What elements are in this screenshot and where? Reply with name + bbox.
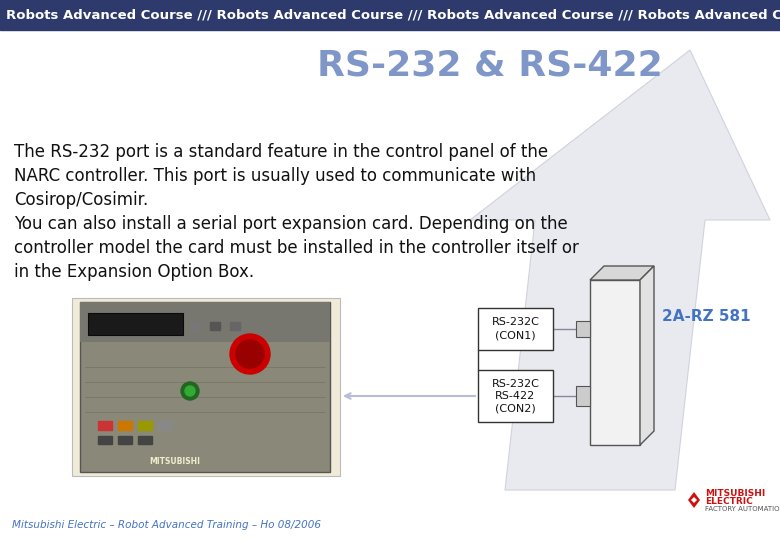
Bar bbox=[190, 322, 200, 330]
Text: controller model the card must be installed in the controller itself or: controller model the card must be instal… bbox=[14, 239, 579, 257]
FancyBboxPatch shape bbox=[80, 302, 330, 342]
Bar bbox=[0, 0, 780, 30]
Circle shape bbox=[185, 386, 195, 396]
Polygon shape bbox=[691, 497, 697, 503]
FancyBboxPatch shape bbox=[72, 298, 340, 476]
Text: RS-232 & RS-422: RS-232 & RS-422 bbox=[317, 48, 663, 82]
FancyBboxPatch shape bbox=[576, 386, 590, 406]
Text: MITSUBISHI: MITSUBISHI bbox=[705, 489, 765, 498]
Text: The RS-232 port is a standard feature in the control panel of the: The RS-232 port is a standard feature in… bbox=[14, 143, 548, 161]
Text: RS-232C
RS-422
(CON2): RS-232C RS-422 (CON2) bbox=[491, 379, 540, 414]
Bar bbox=[118, 421, 132, 430]
Text: NARC controller. This port is usually used to communicate with: NARC controller. This port is usually us… bbox=[14, 167, 536, 185]
Bar bbox=[138, 421, 152, 430]
Text: Cosirop/Cosimir.: Cosirop/Cosimir. bbox=[14, 191, 148, 209]
Bar bbox=[118, 436, 132, 444]
Bar bbox=[158, 421, 172, 430]
Polygon shape bbox=[688, 492, 700, 508]
Bar bbox=[98, 421, 112, 430]
FancyBboxPatch shape bbox=[590, 280, 640, 445]
FancyBboxPatch shape bbox=[478, 370, 553, 422]
Text: ELECTRIC: ELECTRIC bbox=[705, 496, 753, 505]
Text: Robots Advanced Course /// Robots Advanced Course /// Robots Advanced Course ///: Robots Advanced Course /// Robots Advanc… bbox=[6, 9, 780, 22]
Text: in the Expansion Option Box.: in the Expansion Option Box. bbox=[14, 263, 254, 281]
Polygon shape bbox=[470, 50, 770, 490]
Polygon shape bbox=[590, 266, 654, 280]
Circle shape bbox=[236, 340, 264, 368]
Text: RS-232C
(CON1): RS-232C (CON1) bbox=[491, 318, 540, 341]
Text: MITSUBISHI: MITSUBISHI bbox=[150, 457, 200, 467]
Text: 2A-RZ 581: 2A-RZ 581 bbox=[662, 309, 750, 324]
Bar bbox=[210, 322, 220, 330]
FancyBboxPatch shape bbox=[478, 308, 553, 350]
Circle shape bbox=[181, 382, 199, 400]
Text: FACTORY AUTOMATION: FACTORY AUTOMATION bbox=[705, 506, 780, 512]
Text: Mitsubishi Electric – Robot Advanced Training – Ho 08/2006: Mitsubishi Electric – Robot Advanced Tra… bbox=[12, 520, 321, 530]
Bar bbox=[138, 436, 152, 444]
Text: You can also install a serial port expansion card. Depending on the: You can also install a serial port expan… bbox=[14, 215, 568, 233]
Bar bbox=[230, 322, 240, 330]
Bar bbox=[98, 436, 112, 444]
FancyBboxPatch shape bbox=[88, 313, 183, 335]
FancyBboxPatch shape bbox=[576, 321, 590, 337]
Circle shape bbox=[230, 334, 270, 374]
FancyBboxPatch shape bbox=[80, 302, 330, 472]
Polygon shape bbox=[640, 266, 654, 445]
